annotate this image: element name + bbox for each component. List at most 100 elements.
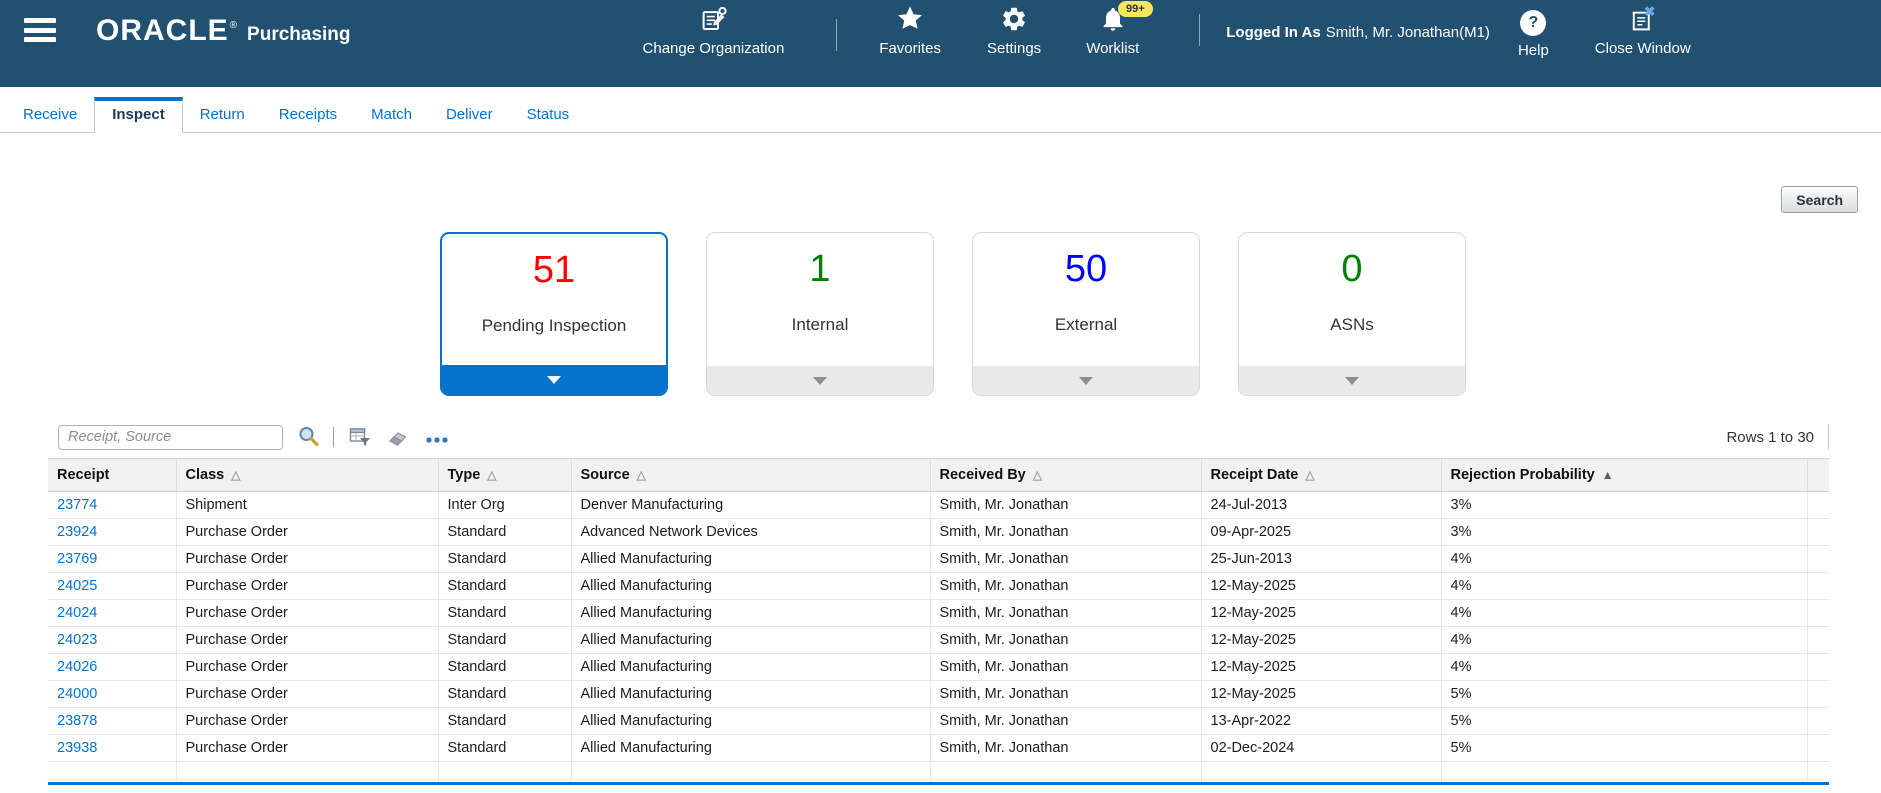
cell-rejection_probability: 5% bbox=[1440, 734, 1807, 762]
table-row[interactable]: 23878 Purchase Order Standard Allied Manufa… bbox=[48, 707, 1829, 735]
close-window-button[interactable]: Close Window bbox=[1595, 5, 1691, 57]
more-actions-icon[interactable] bbox=[424, 425, 452, 449]
help-button[interactable]: ? Help bbox=[1518, 7, 1549, 59]
magnifier-icon[interactable] bbox=[297, 425, 321, 449]
cell-type: Standard bbox=[437, 707, 571, 735]
query-by-example-icon[interactable] bbox=[348, 425, 372, 449]
cell-rejection_probability: 5% bbox=[1440, 707, 1807, 735]
registered-mark: ® bbox=[229, 20, 238, 31]
table-row[interactable]: 24024 Purchase Order Standard Allied Manufa… bbox=[48, 599, 1829, 627]
column-header-class[interactable]: Class △ bbox=[175, 458, 438, 492]
sorted-ascending-icon[interactable]: ▲ bbox=[1601, 468, 1614, 482]
card-internal[interactable]: 1 Internal bbox=[706, 232, 934, 396]
cell-received_by: Smith, Mr. Jonathan bbox=[929, 545, 1201, 573]
header-favorites-button[interactable]: Favorites bbox=[879, 5, 941, 57]
cell-class: Purchase Order bbox=[175, 653, 438, 681]
cell-source: Allied Manufacturing bbox=[570, 545, 930, 573]
card-expand-button[interactable] bbox=[1239, 366, 1465, 395]
cell-rejection_probability: 4% bbox=[1440, 653, 1807, 681]
column-header-receipt-date[interactable]: Receipt Date △ bbox=[1200, 458, 1441, 492]
table-row[interactable]: 23774 Shipment Inter Org Denver Manufacturi… bbox=[48, 491, 1829, 519]
sort-ascending-icon[interactable]: △ bbox=[1305, 468, 1315, 482]
cell-empty bbox=[1806, 761, 1829, 782]
receipt-link[interactable]: 23924 bbox=[57, 524, 98, 540]
tab-inspect[interactable]: Inspect bbox=[94, 97, 183, 133]
table-row[interactable]: 24023 Purchase Order Standard Allied Manufa… bbox=[48, 626, 1829, 654]
cell-type: Standard bbox=[437, 572, 571, 600]
search-input[interactable] bbox=[58, 424, 283, 450]
cell-received_by: Smith, Mr. Jonathan bbox=[929, 518, 1201, 546]
sort-ascending-icon[interactable]: △ bbox=[487, 468, 497, 482]
cell-receipt_date: 12-May-2025 bbox=[1200, 653, 1441, 681]
table-row[interactable]: 23938 Purchase Order Standard Allied Manufa… bbox=[48, 734, 1829, 762]
receipt-link[interactable]: 23774 bbox=[57, 497, 98, 513]
cell-receipt: 23938 bbox=[48, 734, 176, 762]
cell-class: Purchase Order bbox=[175, 545, 438, 573]
receipt-link[interactable]: 24023 bbox=[57, 632, 98, 648]
tab-receive[interactable]: Receive bbox=[23, 106, 78, 123]
receipt-link[interactable]: 23938 bbox=[57, 740, 98, 756]
eraser-icon[interactable] bbox=[386, 425, 410, 449]
column-header-source[interactable]: Source △ bbox=[570, 458, 930, 492]
oracle-logo: ORACLE bbox=[96, 14, 229, 47]
cell-type: Standard bbox=[437, 518, 571, 546]
tab-status[interactable]: Status bbox=[526, 106, 570, 123]
receipt-link[interactable]: 24025 bbox=[57, 578, 98, 594]
tab-deliver[interactable]: Deliver bbox=[445, 106, 493, 123]
header-change-organization-button[interactable]: Change Organization bbox=[643, 5, 784, 57]
cell-receipt_date: 12-May-2025 bbox=[1200, 680, 1441, 708]
card-asns[interactable]: 0 ASNs bbox=[1238, 232, 1466, 396]
cell-receipt_date: 02-Dec-2024 bbox=[1200, 734, 1441, 762]
results-table: Receipt Class △ Type △ Source △ Received By △ Rec… bbox=[48, 458, 1829, 782]
cell-empty bbox=[437, 761, 571, 782]
cell-class: Shipment bbox=[175, 491, 438, 519]
card-expand-button[interactable] bbox=[442, 365, 666, 394]
column-header-type[interactable]: Type △ bbox=[437, 458, 571, 492]
receipt-link[interactable]: 23878 bbox=[57, 713, 98, 729]
cell-spacer bbox=[1806, 545, 1829, 573]
card-external[interactable]: 50 External bbox=[972, 232, 1200, 396]
cell-spacer bbox=[1806, 653, 1829, 681]
sort-ascending-icon[interactable]: △ bbox=[231, 468, 241, 482]
column-label: Type bbox=[447, 467, 481, 483]
toolbar-divider bbox=[333, 427, 334, 447]
table-row[interactable]: 23769 Purchase Order Standard Allied Manufa… bbox=[48, 545, 1829, 573]
table-row[interactable]: 24026 Purchase Order Standard Allied Manufa… bbox=[48, 653, 1829, 681]
column-header-receipt: Receipt bbox=[48, 458, 176, 492]
cell-rejection_probability: 4% bbox=[1440, 599, 1807, 627]
tab-receipts[interactable]: Receipts bbox=[278, 106, 338, 123]
bell-icon bbox=[1099, 5, 1127, 38]
receipt-link[interactable]: 24000 bbox=[57, 686, 98, 702]
search-button[interactable]: Search bbox=[1781, 186, 1858, 213]
table-row[interactable]: 24000 Purchase Order Standard Allied Manufa… bbox=[48, 680, 1829, 708]
column-label: Rejection Probability bbox=[1450, 467, 1595, 483]
card-expand-button[interactable] bbox=[973, 366, 1199, 395]
menu-icon[interactable] bbox=[24, 18, 56, 42]
sort-ascending-icon[interactable]: △ bbox=[636, 468, 646, 482]
column-header-received-by[interactable]: Received By △ bbox=[929, 458, 1201, 492]
tab-match[interactable]: Match bbox=[371, 106, 412, 123]
cell-source: Allied Manufacturing bbox=[570, 734, 930, 762]
cell-rejection_probability: 4% bbox=[1440, 572, 1807, 600]
receipt-link[interactable]: 24024 bbox=[57, 605, 98, 621]
table-row[interactable]: 23924 Purchase Order Standard Advanced Netw… bbox=[48, 518, 1829, 546]
header-settings-label: Settings bbox=[986, 40, 1042, 57]
column-label: Receipt Date bbox=[1210, 467, 1299, 483]
table-row[interactable]: 24025 Purchase Order Standard Allied Manufa… bbox=[48, 572, 1829, 600]
receipt-link[interactable]: 23769 bbox=[57, 551, 98, 567]
cell-class: Purchase Order bbox=[175, 734, 438, 762]
cell-source: Advanced Network Devices bbox=[570, 518, 930, 546]
close-window-icon bbox=[1628, 4, 1658, 39]
receipt-link[interactable]: 24026 bbox=[57, 659, 98, 675]
column-header-rejection-probability[interactable]: Rejection Probability ▲ bbox=[1440, 458, 1807, 492]
header-settings-button[interactable]: Settings bbox=[987, 5, 1041, 57]
card-pending-inspection[interactable]: 51 Pending Inspection bbox=[440, 232, 668, 396]
cell-source: Allied Manufacturing bbox=[570, 572, 930, 600]
cell-empty bbox=[1200, 761, 1441, 782]
sort-ascending-icon[interactable]: △ bbox=[1032, 468, 1042, 482]
cell-class: Purchase Order bbox=[175, 626, 438, 654]
cell-type: Standard bbox=[437, 626, 571, 654]
card-expand-button[interactable] bbox=[707, 366, 933, 395]
tab-return[interactable]: Return bbox=[199, 106, 245, 123]
header-worklist-button[interactable]: 99+ Worklist bbox=[1086, 1, 1153, 57]
